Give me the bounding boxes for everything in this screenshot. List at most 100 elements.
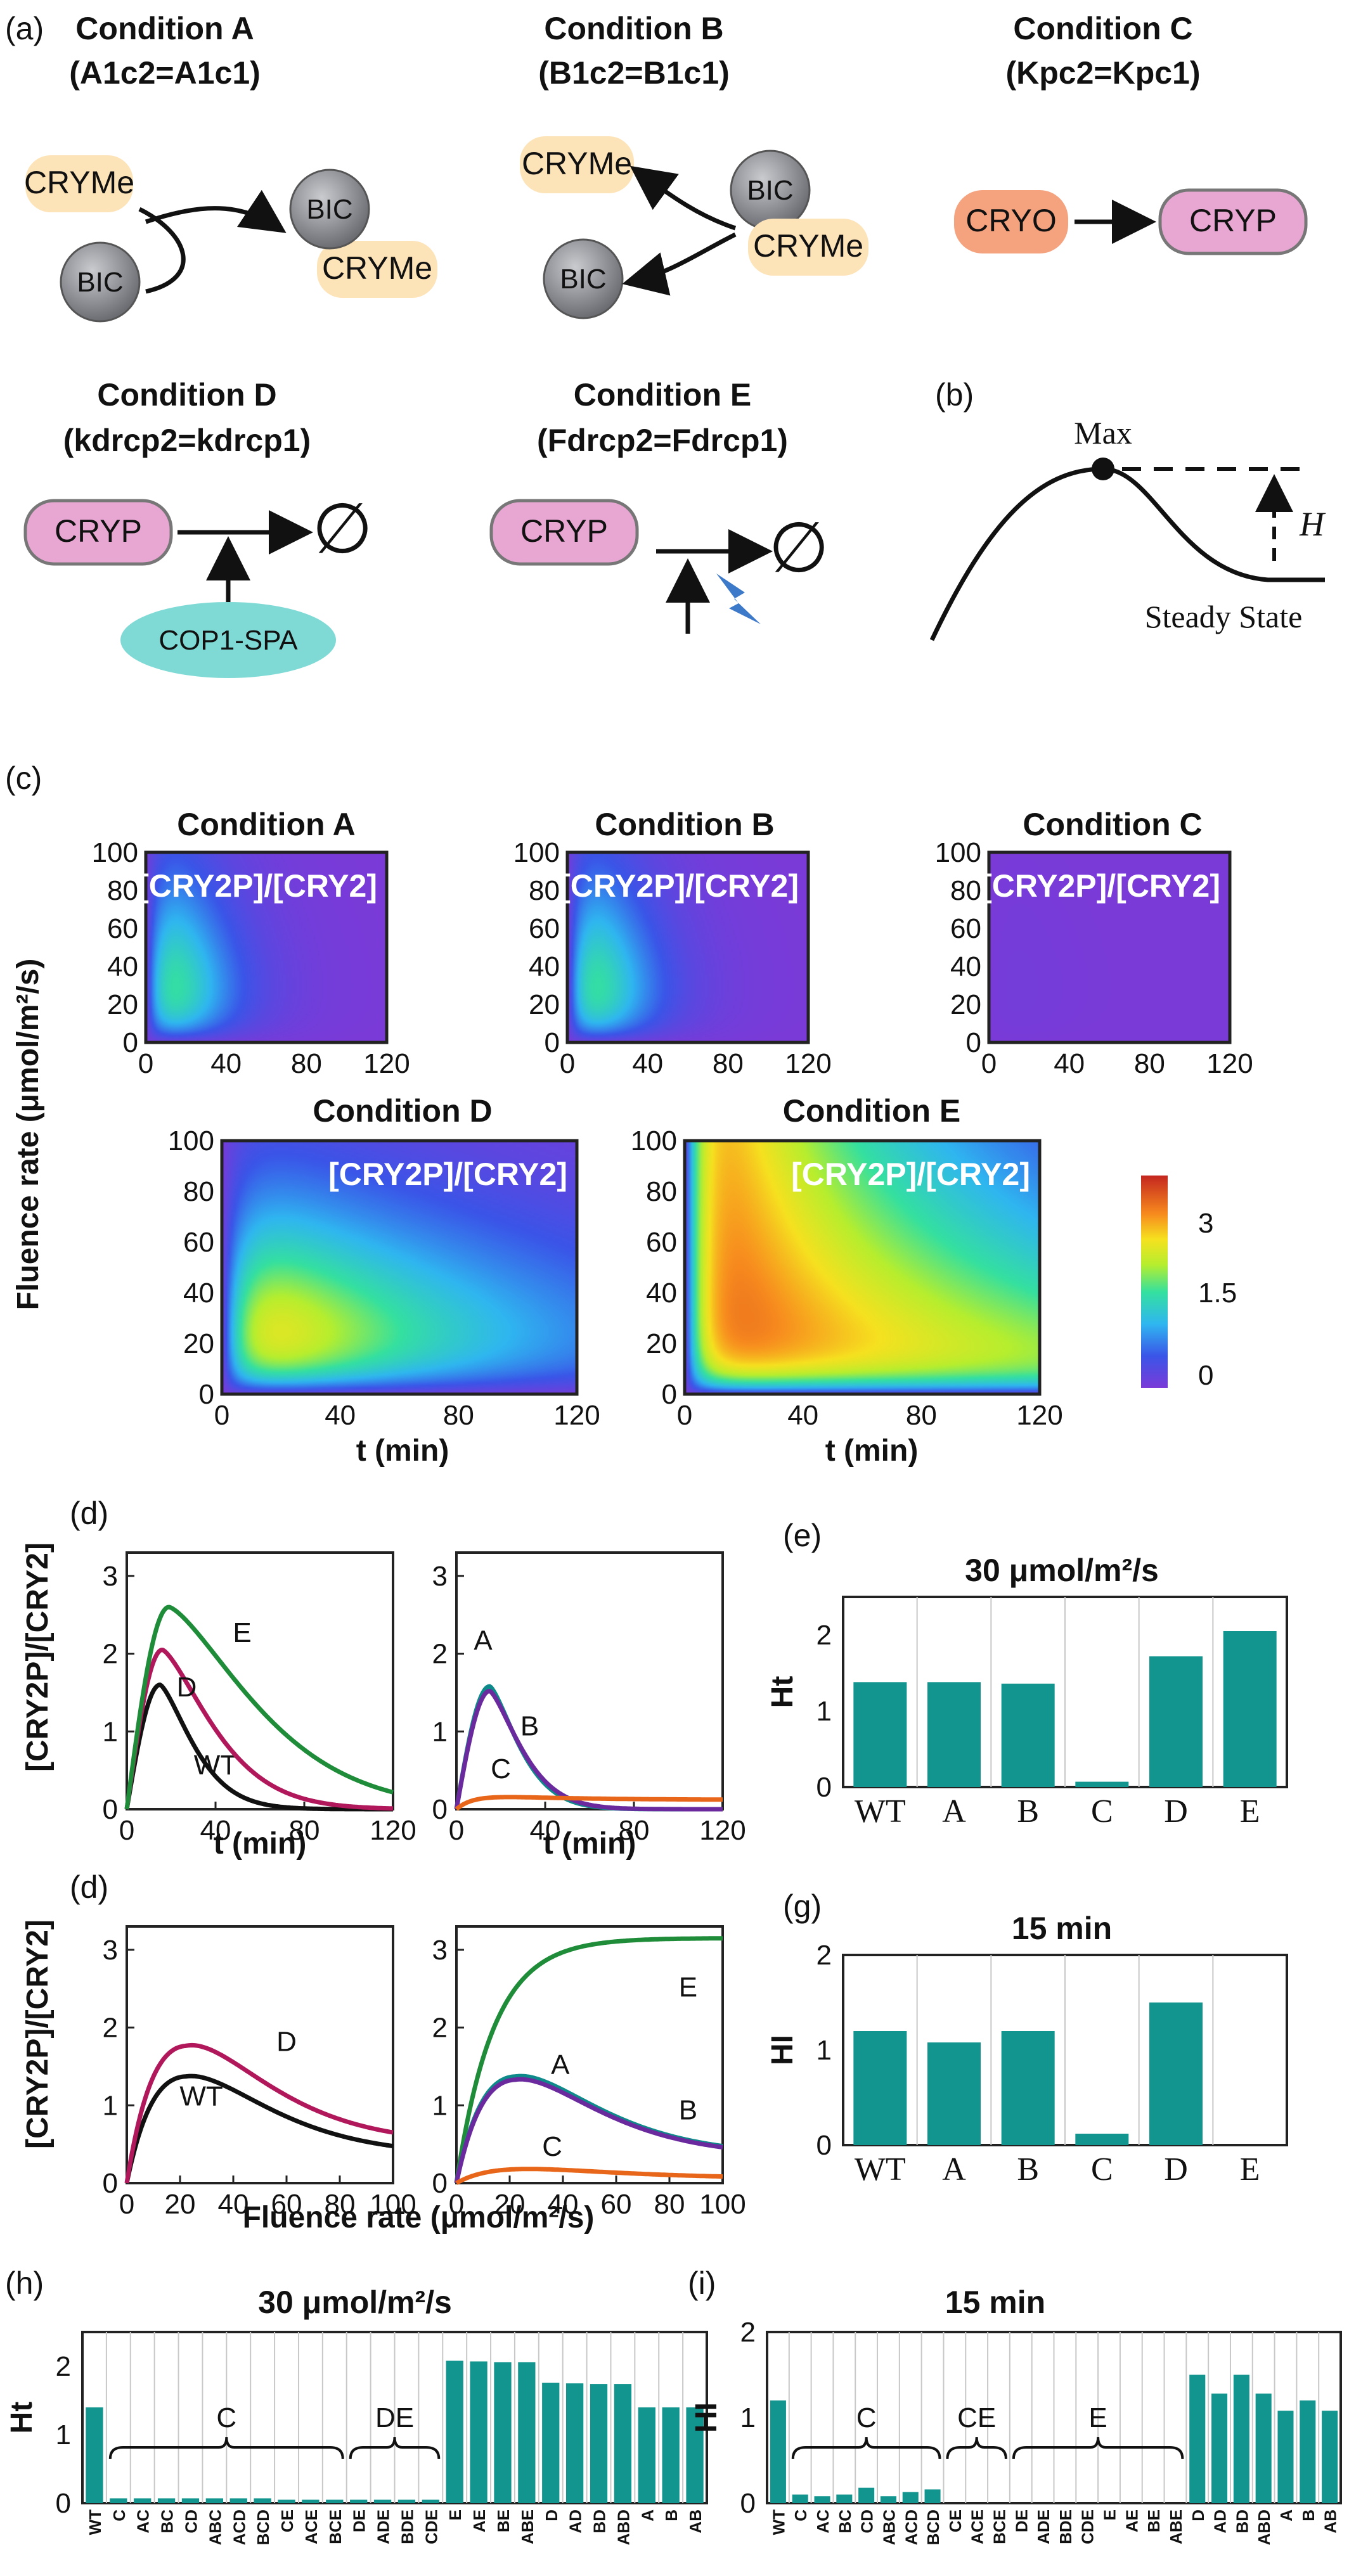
x-tick-label: 60 (271, 2189, 302, 2220)
heatmap-ytick: 100 (935, 837, 981, 868)
category-label: B (1017, 2151, 1039, 2188)
bar-c (110, 2498, 127, 2503)
bar-bce (326, 2499, 344, 2503)
cry-me-complex (317, 241, 437, 298)
bar-wt (770, 2400, 786, 2503)
category-label: BCD (924, 2509, 943, 2545)
series-line-b (454, 2077, 724, 2184)
bar-ace (302, 2499, 320, 2503)
heatmap-ytick: 0 (662, 1379, 677, 1410)
cry-p-molecule (489, 499, 639, 566)
heatmap-xtick: 120 (1016, 1400, 1062, 1431)
category-label: AC (134, 2509, 153, 2534)
heatmap-ratio-label: [CRY2P]/[CRY2] (981, 868, 1220, 904)
d-fluence-ylabel: [CRY2P]/[CRY2] (21, 1919, 55, 2149)
series-label-wt: WT (194, 1750, 237, 1781)
y-tick-label: 0 (432, 2168, 448, 2199)
heatmap-xtick: 80 (906, 1400, 937, 1431)
heatmap-xtick: 0 (214, 1400, 229, 1431)
category-label: A (942, 1793, 966, 1829)
plot-frame (126, 1925, 394, 2184)
series-label-c: C (542, 2131, 562, 2162)
bar-a (638, 2407, 655, 2503)
y-tick-label: 2 (432, 1639, 448, 1670)
x-tick-label: 120 (699, 1815, 746, 1846)
heatmap-ytick: 60 (107, 913, 138, 944)
heatmap-xtick: 0 (981, 1048, 997, 1079)
heatmap-frame (565, 850, 810, 1044)
category-label: AB (1321, 2509, 1340, 2534)
cry-p-label: CRYP (520, 513, 608, 549)
x-tick-label: 40 (218, 2189, 249, 2220)
condition-b-rule: (B1c2=B1c1) (538, 55, 730, 91)
plot-frame (126, 1551, 394, 1810)
series-line-d (124, 2042, 394, 2184)
category-label: D (542, 2509, 561, 2522)
bar-acd (229, 2498, 247, 2503)
heatmap-d-body: [CRY2P]/[CRY2] 0 40 80 120 0 20 40 60 80 100 (168, 1125, 600, 1431)
bar-d (1149, 1656, 1203, 1787)
condition-e-rule: (Fdrcp2=Fdrcp1) (537, 423, 788, 458)
heatmap-ratio-label: [CRY2P]/[CRY2] (328, 1157, 567, 1192)
bar-bd (1233, 2374, 1249, 2503)
y-tick-label: 0 (56, 2488, 71, 2519)
category-label: ACD (229, 2509, 248, 2545)
cop1-spa-label: COP1-SPA (158, 625, 298, 656)
heatmap-frame (987, 850, 1232, 1044)
y-tick-label: 0 (816, 1772, 832, 1803)
heatmap-xtick: 80 (291, 1048, 322, 1079)
bar-ab (1322, 2411, 1338, 2503)
heatmap-title-b: Condition B (595, 807, 774, 842)
bar-bc (157, 2498, 176, 2503)
heatmap-xtick: 80 (443, 1400, 474, 1431)
category-label: E (1240, 2151, 1260, 2188)
max-label: Max (1074, 415, 1132, 451)
category-label: E (446, 2509, 465, 2520)
category-label: E (1240, 1793, 1260, 1829)
y-tick-label: 2 (432, 2013, 448, 2044)
series-label-d: D (177, 1672, 197, 1703)
x-tick-label: 0 (119, 2189, 134, 2220)
y-tick-label: 1 (56, 2419, 71, 2451)
y-tick-label: 2 (740, 2317, 756, 2348)
bar-ade (373, 2499, 392, 2503)
y-tick-label: 1 (432, 2090, 448, 2121)
condition-c-title: Condition C (1013, 11, 1192, 46)
heatmap-ytick: 100 (92, 837, 138, 868)
heatmap-ratio-label: [CRY2P]/[CRY2] (138, 868, 377, 904)
y-tick-label: 2 (816, 1940, 832, 1971)
category-label: E (1100, 2509, 1120, 2520)
category-label: AC (813, 2509, 832, 2534)
heatmap-xtick: 0 (560, 1048, 575, 1079)
line-chart-d-time-right: 0 40 80 120 0 1 2 3 A BC (432, 1551, 746, 1846)
y-tick-label: 3 (103, 1561, 118, 1592)
group-brace (349, 2437, 441, 2459)
category-label: DE (350, 2509, 369, 2532)
bar-acd (902, 2492, 919, 2503)
group-brace (946, 2437, 1007, 2459)
category-label: A (1277, 2509, 1296, 2522)
x-tick-label: 0 (119, 1815, 134, 1846)
y-tick-label: 0 (103, 1794, 118, 1825)
series-line-a (454, 2073, 724, 2184)
category-label: CE (946, 2509, 965, 2532)
series-line-e (124, 1605, 394, 1810)
steady-state-label: Steady State (1145, 599, 1303, 634)
heatmap-ylabel: Fluence rate (μmol/m²/s) (11, 959, 45, 1310)
d-time-left-xlabel: t (min) (214, 1827, 307, 1861)
series-label-wt: WT (179, 2080, 223, 2111)
bar-b (1001, 2031, 1055, 2145)
group-label: C (856, 2402, 877, 2433)
heatmap-ytick: 100 (168, 1125, 214, 1157)
cry-p-label: CRYP (1189, 203, 1277, 238)
category-label: C (110, 2509, 129, 2522)
colorbar-gradient (1141, 1176, 1168, 1388)
category-label: BCE (990, 2509, 1009, 2544)
category-label: ADE (374, 2509, 393, 2544)
condition-a-title: Condition A (75, 11, 254, 46)
category-label: C (1091, 2151, 1113, 2188)
line-chart-d-time-left: 0 40 80 120 0 1 2 3 WT D E (103, 1551, 416, 1846)
y-tick-label: 1 (816, 2035, 832, 2066)
cry-me-bound-label: CRYMe (753, 228, 863, 264)
